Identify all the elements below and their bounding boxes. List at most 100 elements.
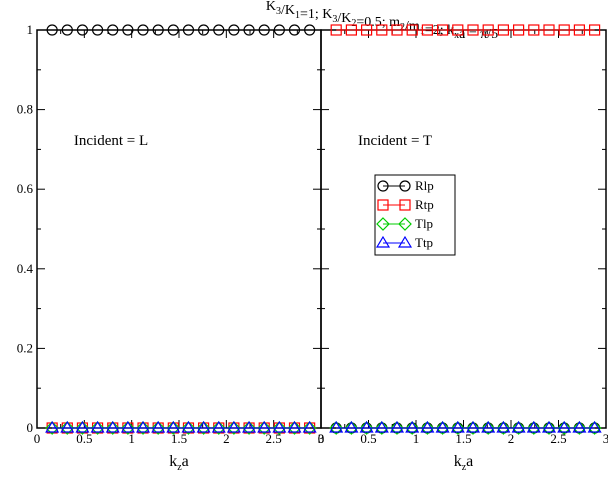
data-point (572, 420, 587, 433)
data-point (481, 420, 496, 433)
data-point (465, 420, 481, 433)
data-point (287, 420, 302, 433)
data-point (45, 420, 60, 433)
data-point (198, 24, 210, 36)
data-point (511, 421, 526, 435)
data-point (151, 420, 166, 433)
data-point (136, 421, 150, 435)
data-point (450, 420, 465, 433)
data-point (122, 24, 134, 36)
data-point (482, 24, 494, 36)
data-point (75, 421, 90, 435)
data-point (61, 24, 73, 36)
data-point (526, 420, 541, 433)
data-point (242, 421, 256, 435)
data-point (497, 24, 509, 36)
data-point (288, 24, 301, 36)
data-point (450, 421, 465, 435)
legend-box (374, 174, 456, 256)
x-tick-label: 3 (603, 431, 608, 446)
plot-frame (36, 29, 322, 429)
data-point (257, 421, 272, 435)
data-point (329, 420, 344, 433)
data-point (558, 24, 570, 36)
series-rlp (46, 24, 316, 36)
data-point (211, 421, 226, 435)
data-point (391, 24, 403, 36)
data-point (421, 24, 433, 36)
data-point (572, 421, 587, 435)
data-point (120, 420, 135, 433)
data-point (390, 421, 404, 435)
data-point (90, 420, 105, 433)
series-rtp (330, 24, 601, 36)
legend-marker (398, 217, 412, 231)
x-tick-label: 2 (508, 431, 515, 446)
data-point (587, 420, 602, 433)
data-point (166, 421, 181, 435)
y-tick-label: 0.8 (17, 102, 33, 117)
data-point (374, 421, 389, 435)
y-tick-label: 0.6 (17, 181, 34, 196)
data-point (152, 24, 164, 36)
x-tick-label: 1.5 (455, 431, 471, 446)
data-point (241, 420, 257, 433)
legend-label: Rlp (415, 178, 434, 193)
data-point (405, 420, 420, 433)
data-point (345, 24, 357, 36)
data-point (302, 421, 317, 435)
legend-marker (399, 199, 411, 211)
data-point (587, 421, 602, 435)
x-tick-label: 1 (128, 431, 135, 446)
series-ttp (45, 420, 317, 433)
y-tick-label: 1 (27, 22, 34, 37)
data-point (389, 420, 405, 433)
right-panel: 0 0.5 1 1.5 2 2.5 3 kza Incident = T Rlp Rtp Tlp Ttp (318, 24, 608, 473)
incident-annotation: Incident = L (74, 133, 148, 149)
data-point (496, 420, 511, 433)
data-point (496, 421, 511, 435)
data-point (543, 24, 555, 36)
data-point (60, 420, 75, 433)
data-point (60, 421, 75, 435)
legend-label: Ttp (415, 235, 433, 250)
x-tick-label: 1 (413, 431, 420, 446)
data-point (528, 24, 540, 36)
data-point (272, 421, 287, 435)
data-point (374, 420, 389, 433)
data-point (420, 421, 435, 435)
data-point (361, 24, 373, 36)
data-point (573, 24, 586, 36)
data-point (182, 24, 195, 36)
data-point (406, 24, 418, 36)
y-tick-label: 0.4 (17, 261, 34, 276)
incident-annotation: Incident = T (358, 133, 432, 149)
x-tick-label: 3 (318, 431, 325, 446)
data-point (437, 24, 449, 36)
x-tick-label: 2.5 (550, 431, 566, 446)
x-tick-label: 0.5 (360, 431, 376, 446)
data-point (258, 24, 270, 36)
data-point (46, 24, 58, 36)
data-point (344, 420, 359, 433)
data-point (91, 24, 104, 36)
legend-item-rlp: Rlp (377, 178, 434, 193)
data-point (196, 420, 211, 433)
data-point (542, 421, 556, 435)
data-point (105, 421, 120, 435)
data-point (105, 420, 120, 433)
legend-item-rtp: Rtp (377, 197, 434, 212)
data-point (257, 420, 272, 433)
legend-item-ttp: Ttp (375, 235, 433, 250)
data-point (588, 24, 601, 36)
data-point (243, 24, 255, 36)
data-point (526, 421, 541, 435)
data-point (376, 24, 388, 36)
x-tick-label: 0 (318, 431, 325, 446)
data-point (330, 24, 342, 36)
data-point (228, 24, 240, 36)
data-point (227, 421, 241, 435)
x-tick-label: 2 (223, 431, 230, 446)
